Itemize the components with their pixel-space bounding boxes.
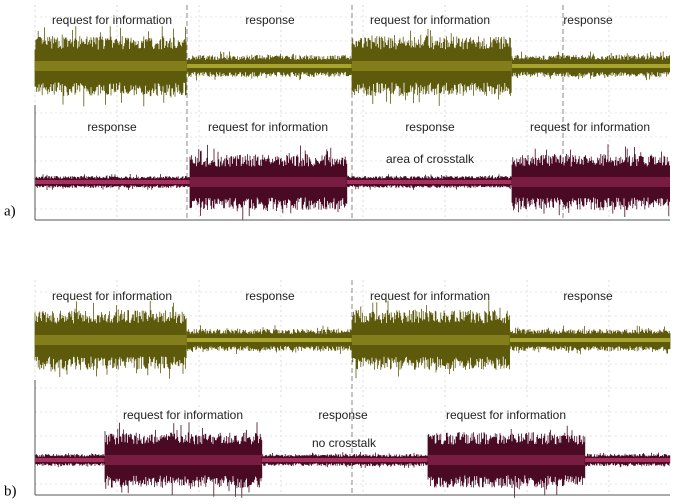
segment-label: request for information	[530, 120, 650, 134]
waveform-core	[35, 335, 187, 345]
waveform-core	[187, 338, 352, 342]
waveform-core	[187, 64, 352, 68]
waveform-core	[352, 335, 510, 345]
segment-label: request for information	[123, 408, 243, 422]
waveform-core	[428, 455, 585, 465]
waveform-core	[512, 177, 670, 187]
waveform-core	[352, 61, 512, 71]
waveform-core	[347, 180, 512, 184]
waveform-core	[512, 64, 670, 68]
annotation: no crosstalk	[312, 436, 377, 450]
waveform-core	[262, 458, 428, 462]
waveform-core	[105, 455, 262, 465]
segment-label: request for information	[370, 13, 490, 27]
segment-label: response	[318, 408, 368, 422]
segment-label: request for information	[370, 289, 490, 303]
segment-label: response	[405, 120, 455, 134]
segment-label: response	[245, 289, 295, 303]
segment-label: request for information	[52, 13, 172, 27]
panel-label: b)	[4, 483, 17, 499]
waveform-core	[35, 180, 190, 184]
annotation: area of crosstalk	[386, 152, 475, 166]
segment-label: request for information	[446, 408, 566, 422]
segment-label: response	[563, 13, 613, 27]
waveform-core	[35, 61, 187, 71]
panel-label: a)	[4, 203, 16, 219]
waveform-core	[585, 458, 670, 462]
waveform-core	[510, 338, 670, 342]
segment-label: request for information	[208, 120, 328, 134]
segment-label: response	[563, 289, 613, 303]
segment-label: response	[87, 120, 137, 134]
waveform-core	[190, 177, 347, 187]
segment-label: request for information	[52, 289, 172, 303]
segment-label: response	[245, 13, 295, 27]
waveform-core	[35, 458, 105, 462]
figure: request for information response request f…	[0, 0, 675, 504]
